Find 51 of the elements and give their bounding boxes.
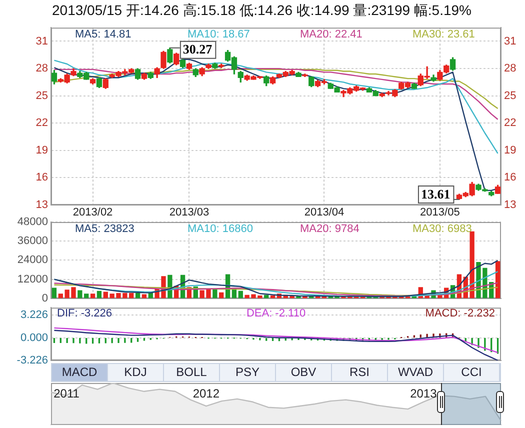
- y2-tick-label: 25: [504, 90, 516, 102]
- y-tick-label: 28: [36, 62, 48, 75]
- x-tick-label: 2012: [192, 386, 220, 400]
- y-tick-label: 0.000: [20, 332, 48, 344]
- x-tick-label: 2013/05: [420, 206, 460, 219]
- annotation: 13.61: [420, 186, 450, 202]
- y-tick-label: 16: [36, 172, 48, 184]
- text: MA30: 23.61: [412, 28, 475, 41]
- series-label: MACD: -2.232: [425, 308, 495, 320]
- text: MA5: 14.81: [75, 28, 132, 41]
- text: MA30: 6983: [412, 223, 472, 236]
- series-label: DIF: -3.226: [57, 308, 112, 320]
- series-label: DEA: -2.110: [246, 308, 306, 320]
- tab: OBV: [276, 364, 332, 381]
- y-tick-label: 0: [42, 292, 48, 304]
- y-tick-label: 3.226: [20, 309, 48, 322]
- y-tick-label: 22: [36, 117, 48, 130]
- text: MA10: 16860: [188, 223, 253, 236]
- y-tick-label: 36000: [17, 235, 48, 248]
- tab: MACD: [52, 364, 108, 381]
- y-tick-label: 19: [36, 144, 48, 156]
- y-tick-label: 31: [36, 35, 48, 48]
- annotation: 30.27: [182, 42, 213, 57]
- y-tick-label: -3.226: [16, 354, 48, 366]
- tab: CCI: [444, 364, 500, 381]
- x-tick-label: 2011: [54, 386, 80, 400]
- y2-tick-label: 28: [504, 62, 516, 75]
- text: MA20: 22.41: [300, 28, 362, 41]
- tab: RSI: [332, 364, 388, 381]
- y2-tick-label: 19: [504, 144, 516, 156]
- y-tick-label: 48000: [17, 216, 48, 228]
- y-tick-label: 24000: [17, 254, 48, 266]
- tab: PSY: [220, 364, 276, 381]
- x-tick-label: 2013: [410, 386, 438, 400]
- y-tick-label: 12000: [17, 273, 48, 286]
- y-tick-label: 25: [36, 90, 48, 102]
- y2-tick-label: 16: [504, 172, 516, 184]
- tab: KDJ: [108, 364, 164, 381]
- y-tick-label: 13: [36, 199, 48, 212]
- y2-tick-label: 31: [504, 35, 516, 48]
- x-tick-label: 2013/03: [169, 206, 210, 219]
- y2-tick-label: 13: [504, 199, 516, 212]
- x-tick-label: 2013/02: [72, 206, 113, 219]
- text: MA20: 9784: [300, 223, 360, 236]
- y2-tick-label: 22: [504, 117, 516, 130]
- chart-title: 2013/05/15 开:14.26 高:15.18 低:14.26 收:14.99 量:23199 幅:5.19%: [52, 2, 472, 20]
- x-tick-label: 2013/04: [304, 206, 344, 219]
- text: MA5: 23823: [75, 223, 134, 236]
- tab: BOLL: [164, 364, 220, 381]
- text: MA10: 18.67: [188, 28, 250, 41]
- tab: WVAD: [388, 364, 444, 381]
